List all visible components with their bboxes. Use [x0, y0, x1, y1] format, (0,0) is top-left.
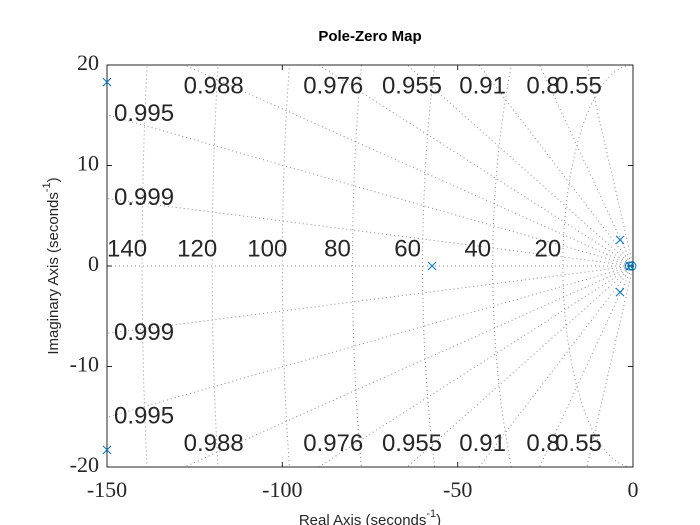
- frequency-label: 40: [464, 235, 491, 262]
- damping-label: 0.955: [382, 72, 442, 99]
- zero: [624, 261, 634, 271]
- damping-line: [317, 265, 633, 467]
- x-tick-label: 0: [628, 477, 639, 502]
- y-tick-label: 10: [77, 151, 99, 176]
- pole: [615, 287, 625, 297]
- damping-label: 0.91: [459, 72, 506, 99]
- x-axis-label-end: ): [436, 512, 441, 525]
- y-axis-label-end: ): [45, 177, 62, 182]
- y-tick-label: 20: [77, 50, 99, 75]
- damping-line: [107, 265, 633, 334]
- frequency-label: 80: [324, 235, 351, 262]
- damping-label: 0.988: [184, 430, 244, 457]
- x-tick-label: -150: [87, 477, 127, 502]
- x-tick-label: -100: [262, 477, 302, 502]
- damping-label: 0.8: [526, 430, 559, 457]
- x-tick-label: -50: [443, 477, 472, 502]
- y-axis-label-text: Imaginary Axis (seconds: [45, 192, 62, 355]
- damping-label: 0.995: [114, 100, 174, 127]
- damping-line: [317, 65, 633, 267]
- damping-label: 0.976: [303, 72, 363, 99]
- damping-label: 0.8: [526, 72, 559, 99]
- x-axis-label-text: Real Axis (seconds: [299, 512, 427, 525]
- y-tick-label: 0: [88, 251, 99, 276]
- pole: [102, 77, 112, 87]
- frequency-label: 100: [247, 235, 287, 262]
- frequency-arc: [352, 65, 362, 467]
- damping-label: 0.976: [303, 430, 363, 457]
- y-axis-label: Imaginary Axis (seconds-1): [41, 177, 62, 354]
- frequency-label: 140: [107, 235, 147, 262]
- damping-label: 0.91: [459, 430, 506, 457]
- x-axis-label-sup: -1: [426, 508, 436, 520]
- pole: [615, 235, 625, 245]
- chart-title: Pole-Zero Map: [318, 28, 421, 45]
- zero: [627, 261, 637, 271]
- frequency-label: 60: [394, 235, 421, 262]
- frequency-label: 20: [535, 235, 562, 262]
- y-tick-label: -20: [70, 452, 99, 477]
- y-axis-label-sup: -1: [41, 182, 53, 192]
- damping-line: [183, 265, 633, 467]
- x-axis-label: Real Axis (seconds-1): [299, 508, 441, 525]
- damping-line: [183, 65, 633, 267]
- pole: [427, 261, 437, 271]
- damping-label: 0.995: [114, 403, 174, 430]
- damping-line: [107, 198, 633, 267]
- frequency-label: 120: [177, 235, 217, 262]
- damping-label: 0.999: [114, 319, 174, 346]
- damping-label: 0.55: [555, 72, 602, 99]
- damping-label: 0.999: [114, 184, 174, 211]
- damping-label: 0.988: [184, 72, 244, 99]
- pole: [102, 445, 112, 455]
- damping-label: 0.955: [382, 430, 442, 457]
- y-tick-label: -10: [70, 352, 99, 377]
- damping-label: 0.55: [555, 430, 602, 457]
